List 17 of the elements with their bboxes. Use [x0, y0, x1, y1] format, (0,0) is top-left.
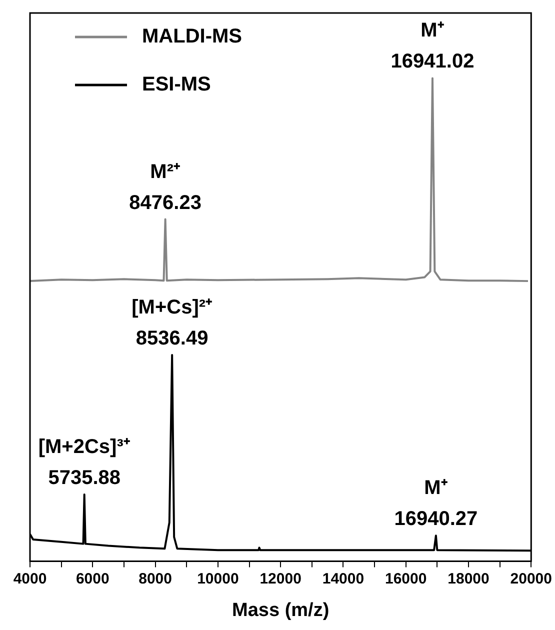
x-tick-label: 8000 — [138, 570, 172, 588]
annotation: M²⁺ 8476.23 — [129, 160, 202, 214]
annotation: [M+2Cs]³⁺ 5735.88 — [38, 436, 130, 490]
x-tick-label: 12000 — [260, 570, 302, 588]
x-tick-label: 10000 — [197, 570, 239, 588]
legend-label: MALDI-MS — [142, 26, 242, 48]
x-tick-label: 6000 — [76, 570, 110, 588]
x-tick-label: 4000 — [13, 570, 47, 588]
x-tick-label: 14000 — [322, 570, 364, 588]
x-tick-label: 16000 — [385, 570, 427, 588]
annotation: [M+Cs]²⁺ 8536.49 — [132, 296, 213, 350]
annotation: M⁺ 16940.27 — [394, 477, 478, 530]
x-tick-label: 20000 — [510, 570, 552, 588]
legend-label: ESI-MS — [142, 74, 211, 96]
x-tick-label: 18000 — [448, 570, 490, 588]
x-axis-title: Mass (m/z) — [232, 600, 330, 621]
annotation: M⁺ 16941.02 — [390, 20, 474, 73]
